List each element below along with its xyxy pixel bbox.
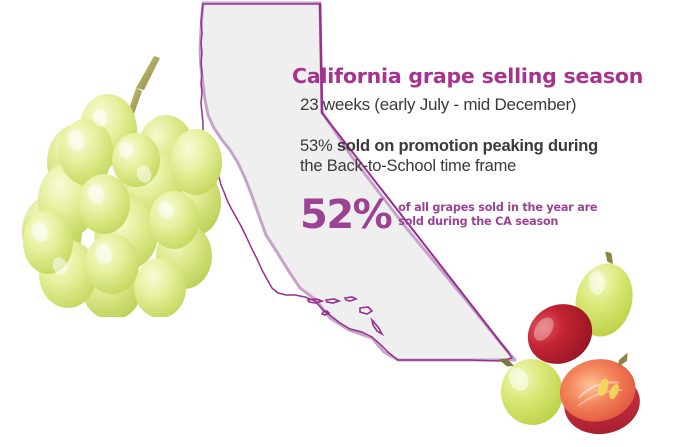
green-grape-cluster-image — [22, 56, 222, 317]
stat-desc-line1: of all grapes sold in the year are — [398, 200, 598, 214]
promotion-text: 53% sold on promotion peaking during the… — [300, 136, 644, 178]
stat-description: of all grapes sold in the year are sold … — [398, 201, 597, 230]
assorted-grapes-image — [498, 252, 640, 435]
text-block: California grape selling season 23 weeks… — [292, 64, 644, 178]
stat-value: 52% — [300, 192, 393, 238]
promotion-line1-bold: sold on promotion peaking during — [336, 136, 599, 155]
page-title: California grape selling season — [292, 64, 644, 88]
promotion-line1-prefix: 53% — [300, 136, 337, 155]
stat-block: 52% of all grapes sold in the year are s… — [300, 192, 598, 238]
season-length-text: 23 weeks (early July - mid December) — [300, 94, 577, 114]
stat-desc-line2: sold during the CA season — [398, 215, 559, 228]
promotion-line2: the Back-to-School time frame — [300, 157, 517, 176]
